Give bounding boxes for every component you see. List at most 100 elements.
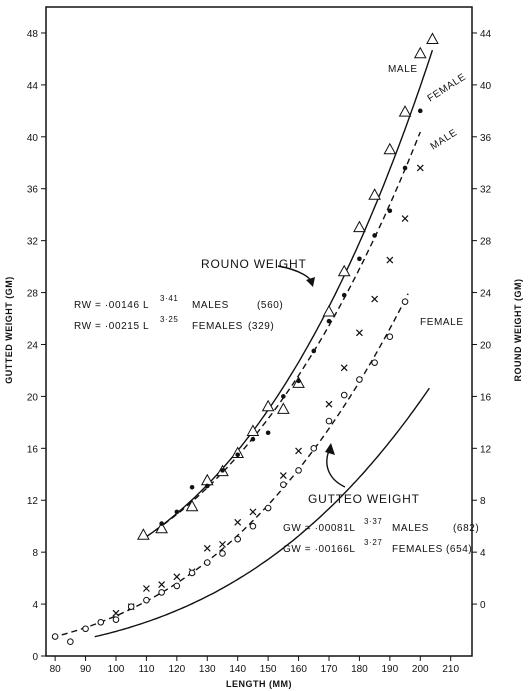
- y-left-tick-label: 0: [32, 652, 38, 663]
- y-left-tick-label: 44: [27, 81, 39, 92]
- gutted-weight-female-point: [188, 569, 196, 577]
- gutted-weight-female-point: [97, 618, 105, 626]
- rw-females-exp: 3·25: [160, 315, 178, 324]
- gutted-weight-male-point: [295, 447, 302, 455]
- y-right-tick-label: 36: [480, 133, 492, 144]
- rw-females-n: (329): [248, 321, 274, 332]
- rw-males-equation: RW = ·00146 L 3·41 MALES (560): [74, 294, 283, 311]
- y-right-tick-label: 40: [480, 81, 492, 92]
- gutted-weight-label: GUTTEO WEIGHT: [308, 492, 420, 506]
- round-weight-male-point: [413, 46, 427, 59]
- curve-label-male-gutted: MALE: [429, 127, 460, 152]
- round-weight-female-point: [417, 108, 423, 114]
- y-left-tick-label: 36: [27, 185, 39, 196]
- gutted-weight-male-point: [112, 609, 120, 617]
- rw-males-n: (560): [257, 300, 283, 311]
- round-weight-female-point: [265, 430, 271, 436]
- gutted-weight-female-point: [158, 589, 165, 596]
- gutted-weight-female-point: [356, 376, 363, 383]
- gutted-weight-male-point: [340, 364, 348, 372]
- round-weight-male-point: [185, 499, 199, 512]
- rw-females-suffix: FEMALES: [192, 321, 243, 332]
- gutted-weight-male-point: [234, 518, 242, 526]
- y-left-tick-label: 40: [27, 133, 39, 144]
- gutted-weight-female-point: [127, 603, 135, 610]
- gw-females-equation: GW = ·00166L 3·27 FEMALES (654): [283, 538, 472, 555]
- gutted-weight-female-point: [112, 616, 120, 623]
- y-right-tick-label: 16: [480, 392, 492, 403]
- y-right-tick-label: 24: [480, 289, 492, 300]
- round-weight-female-point: [189, 484, 195, 490]
- x-axis-title: LENGTH (MM): [226, 679, 292, 689]
- y-right-tick-label: 20: [480, 340, 492, 351]
- gutted-weight-female-point: [280, 481, 287, 488]
- y-right-tick-label: 32: [480, 185, 492, 196]
- gw-females-suffix: FEMALES: [392, 544, 443, 555]
- round-weight-male-point: [276, 402, 290, 414]
- round-weight-female-point: [159, 521, 164, 526]
- gutted-weight-male-point: [401, 215, 409, 222]
- gw-males-equation: GW = ·00081L 3·37 MALES (682): [283, 517, 479, 534]
- rw-females-prefix: RW = ·00215 L: [74, 321, 149, 332]
- round-weight-female-point: [250, 436, 256, 442]
- round-weight-female-point: [235, 452, 240, 458]
- axis-ticks: 80 90 100 110 120 130 140 150 160 170 180 190 200 210…: [27, 29, 492, 675]
- y-left-tick-label: 4: [32, 600, 38, 611]
- gutted-weight-female-point: [386, 333, 394, 340]
- gutted-weight-male-point: [142, 585, 150, 592]
- gutted-weight-male-point: [371, 295, 379, 303]
- round-weight-female-point: [204, 483, 210, 489]
- round-weight-female-point: [281, 394, 286, 399]
- x-tick-label: 210: [442, 664, 459, 675]
- round-weight-female-point: [220, 468, 225, 473]
- gutted-weight-female-point: [51, 633, 59, 640]
- gw-males-prefix: GW = ·00081L: [283, 523, 356, 534]
- gutted-weight-male-point: [249, 508, 257, 516]
- y-right-tick-label: 0: [480, 600, 486, 611]
- gutted-weight-arrow-head: [325, 443, 335, 455]
- gw-females-n: (654): [446, 544, 472, 555]
- round-weight-label: ROUNO WEIGHT: [201, 257, 307, 271]
- x-tick-label: 150: [260, 664, 277, 675]
- round-weight-female-point: [311, 348, 317, 354]
- x-tick-label: 180: [351, 664, 368, 675]
- gutted-weight-female-point: [264, 504, 272, 512]
- y-left-tick-label: 16: [27, 444, 39, 455]
- round-weight-male-point: [322, 304, 336, 317]
- x-tick-label: 200: [412, 664, 429, 675]
- x-tick-label: 120: [168, 664, 185, 675]
- round-weight-male-point: [137, 528, 150, 540]
- gutted-weight-male-point: [173, 573, 181, 581]
- gutted-weight-male-point: [158, 581, 166, 589]
- round-weight-male-point: [261, 399, 275, 412]
- gutted-weight-female-point: [203, 559, 211, 566]
- round-weight-male-point: [426, 32, 439, 44]
- round-weight-female-point: [326, 318, 332, 324]
- y-right-tick-label: 8: [480, 496, 486, 507]
- y-left-tick-label: 24: [27, 340, 39, 351]
- gutted-weight-male-point: [325, 400, 333, 408]
- y-left-tick-label: 20: [27, 392, 39, 403]
- gutted-weight-female-point: [325, 417, 333, 425]
- gutted-weight-female-point: [249, 522, 257, 530]
- round-weight-male-point: [383, 142, 397, 155]
- round-weight-male-point: [398, 105, 412, 117]
- gutted-weight-female-point: [371, 359, 378, 366]
- curve-label-male-round: MALE: [388, 64, 418, 75]
- gutted-weight-female-point: [401, 298, 409, 305]
- y-axis-title-left: GUTTED WEIGHT (GM): [4, 276, 14, 384]
- y-right-tick-label: 4: [480, 548, 486, 559]
- x-tick-label: 140: [229, 664, 246, 675]
- gutted-weight-male-point: [203, 544, 211, 552]
- x-tick-label: 190: [381, 664, 398, 675]
- gutted-weight-female-point: [173, 582, 181, 590]
- x-tick-label: 100: [108, 664, 125, 675]
- round-weight-female-point: [372, 233, 377, 238]
- y-right-tick-label: 28: [480, 237, 492, 248]
- round-weight-female-point: [357, 256, 362, 262]
- y-left-tick-label: 8: [32, 548, 38, 559]
- gutted-weight-female-point: [310, 445, 318, 452]
- round-weight-female-point: [296, 378, 301, 384]
- round-weight-female-point: [341, 292, 347, 298]
- x-tick-label: 80: [50, 664, 62, 675]
